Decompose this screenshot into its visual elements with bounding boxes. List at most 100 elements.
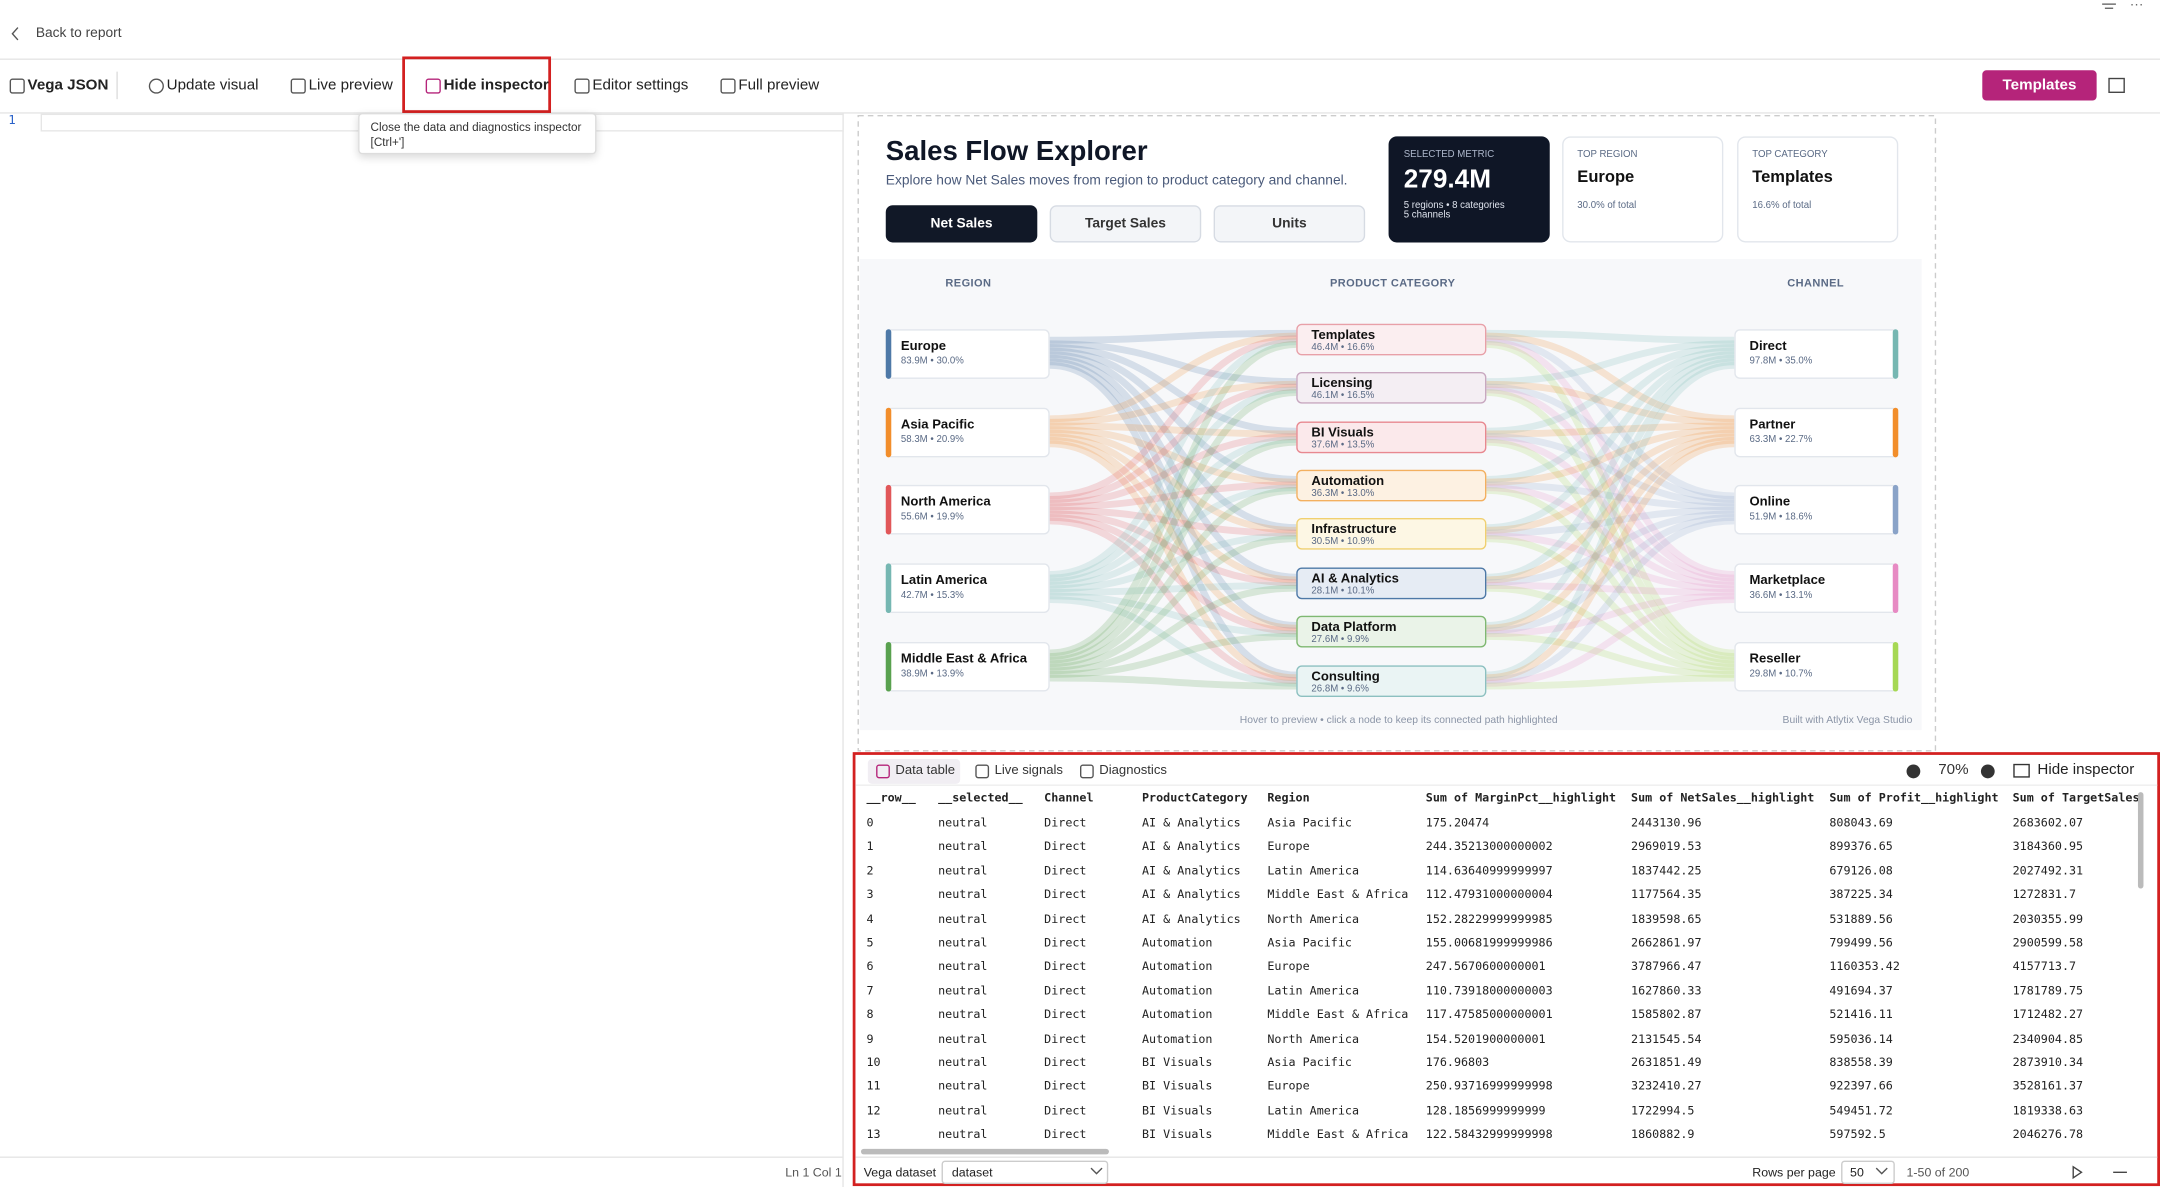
table-cell: 155.00681999999986: [1425, 936, 1553, 951]
categories-node[interactable]: Templates 46.4M • 16.6%: [1296, 323, 1487, 355]
inspector-tab[interactable]: Data table: [895, 763, 956, 779]
table-cell: BI Visuals: [1141, 1128, 1213, 1143]
flow: [1486, 361, 1735, 679]
flow: [1049, 383, 1297, 503]
column-header: Channel: [1044, 792, 1094, 806]
table-cell: 3232410.27: [1631, 1080, 1702, 1095]
categories-node[interactable]: Infrastructure 30.5M • 10.9%: [1296, 517, 1487, 549]
channels-node[interactable]: Marketplace 36.6M • 13.1%: [1734, 563, 1899, 614]
regions-node[interactable]: Middle East & Africa 38.9M • 13.9%: [885, 641, 1050, 692]
table-cell: 2683602.07: [2012, 816, 2084, 831]
table-cell: neutral: [938, 1128, 988, 1143]
table-cell: 114.63640999999997: [1425, 864, 1553, 879]
table-cell: BI Visuals: [1141, 1080, 1213, 1095]
flow: [1486, 358, 1735, 629]
dataset-select[interactable]: dataset: [951, 1165, 993, 1180]
node-name: Automation: [1311, 473, 1385, 489]
metric-tab[interactable]: Net Sales: [885, 205, 1038, 243]
categories-node[interactable]: Licensing 46.1M • 16.5%: [1296, 371, 1487, 403]
table-cell: Direct: [1044, 984, 1087, 999]
categories-node[interactable]: Data Platform 27.6M • 9.9%: [1296, 615, 1487, 647]
node-stats: 38.9M • 13.9%: [900, 669, 964, 680]
table-cell: 899376.65: [1829, 840, 1893, 855]
flow: [1049, 484, 1297, 589]
regions-node[interactable]: North America 55.6M • 19.9%: [885, 484, 1050, 535]
inspector-tab[interactable]: Live signals: [994, 763, 1063, 779]
inspector-tab[interactable]: Diagnostics: [1099, 763, 1167, 779]
hide-inspector-button[interactable]: Hide inspector: [2037, 761, 2135, 779]
table-cell: 8: [866, 1008, 874, 1023]
regions-node[interactable]: Asia Pacific 58.3M • 20.9%: [885, 407, 1050, 458]
tooltip-text: Close the data and diagnostics inspector: [370, 119, 582, 134]
table-cell: 3528161.37: [2012, 1080, 2084, 1095]
flow: [1486, 484, 1735, 589]
table-cell: Direct: [1044, 888, 1087, 903]
table-cell: neutral: [938, 1032, 988, 1047]
node-name: Latin America: [900, 573, 987, 589]
toolbar-button[interactable]: Editor settings: [592, 77, 689, 94]
table-cell: 2873910.34: [2012, 1056, 2084, 1071]
channels-node[interactable]: Direct 97.8M • 35.0%: [1734, 329, 1899, 379]
table-cell: Asia Pacific: [1267, 936, 1352, 951]
categories-node[interactable]: BI Visuals 37.6M • 13.5%: [1296, 420, 1487, 453]
table-cell: 112.47931000000004: [1425, 888, 1553, 903]
flow: [1486, 329, 1735, 344]
templates-label: Templates: [2002, 77, 2077, 94]
table-cell: 491694.37: [1829, 984, 1893, 999]
node-bar: [1892, 484, 1899, 535]
toolbar-button[interactable]: Hide inspector: [443, 77, 549, 94]
table-cell: 2443130.96: [1631, 816, 1702, 831]
categories-node[interactable]: Automation 36.3M • 13.0%: [1296, 469, 1487, 501]
toolbar-button[interactable]: Full preview: [738, 77, 820, 94]
table-cell: Direct: [1044, 912, 1087, 927]
regions-node[interactable]: Latin America 42.7M • 15.3%: [885, 563, 1050, 614]
rows-per-page-select[interactable]: 50: [1850, 1165, 1864, 1180]
categories-node[interactable]: Consulting 26.8M • 9.6%: [1296, 664, 1487, 697]
table-cell: 2046276.78: [2012, 1128, 2084, 1143]
node-name: Data Platform: [1311, 619, 1397, 635]
back-link[interactable]: Back to report: [35, 26, 122, 42]
toolbar-button[interactable]: Live preview: [308, 77, 393, 94]
table-cell: 10: [866, 1056, 881, 1071]
table-cell: Europe: [1267, 840, 1310, 855]
flow: [1486, 517, 1735, 684]
data-table: __row__ __selected__ Channel ProductCategor…: [855, 789, 2137, 1147]
table-cell: 1819338.63: [2012, 1104, 2084, 1119]
more-menu[interactable]: ···: [2129, 0, 2144, 13]
toolbar-button[interactable]: Update visual: [166, 77, 259, 94]
channels-node[interactable]: Online 51.9M • 18.6%: [1734, 484, 1899, 535]
metric-tab[interactable]: Target Sales: [1049, 205, 1202, 243]
node-name: Middle East & Africa: [900, 651, 1027, 667]
flow: [1049, 582, 1297, 596]
table-cell: neutral: [938, 840, 988, 855]
table-cell: BI Visuals: [1141, 1056, 1213, 1071]
tooltip: Close the data and diagnostics inspector…: [358, 112, 597, 155]
toolbar-button[interactable]: Vega JSON: [27, 77, 109, 94]
node-bar: [885, 641, 892, 692]
table-cell: neutral: [938, 1056, 988, 1071]
flow: [1486, 343, 1735, 435]
table-cell: 3: [866, 888, 874, 903]
table-cell: 152.28229999999985: [1425, 912, 1553, 927]
metric-tab[interactable]: Units: [1213, 205, 1366, 243]
categories-node[interactable]: AI & Analytics 28.1M • 10.1%: [1296, 566, 1487, 599]
footer-hint: Hover to preview • click a node to keep …: [1239, 713, 1558, 726]
table-cell: 3184360.95: [2012, 840, 2084, 855]
templates-button[interactable]: Templates: [1982, 70, 2097, 101]
node-stats: 83.9M • 30.0%: [900, 356, 964, 367]
channels-node[interactable]: Reseller 29.8M • 10.7%: [1734, 641, 1899, 692]
toolbar-icon: [720, 78, 736, 94]
regions-node[interactable]: Europe 83.9M • 30.0%: [885, 329, 1050, 379]
flow: [1049, 632, 1297, 678]
flow: [1049, 332, 1297, 423]
node-stats: 63.3M • 22.7%: [1749, 435, 1813, 445]
flow: [1049, 347, 1297, 483]
table-cell: 250.93716999999998: [1425, 1080, 1553, 1095]
table-cell: 1722994.5: [1631, 1104, 1695, 1119]
table-cell: Direct: [1044, 1056, 1087, 1071]
flow: [1486, 422, 1735, 438]
node-stats: 30.5M • 10.9%: [1311, 536, 1375, 547]
channels-node[interactable]: Partner 63.3M • 22.7%: [1734, 407, 1899, 458]
flow: [1049, 592, 1297, 638]
flow: [1486, 510, 1735, 587]
